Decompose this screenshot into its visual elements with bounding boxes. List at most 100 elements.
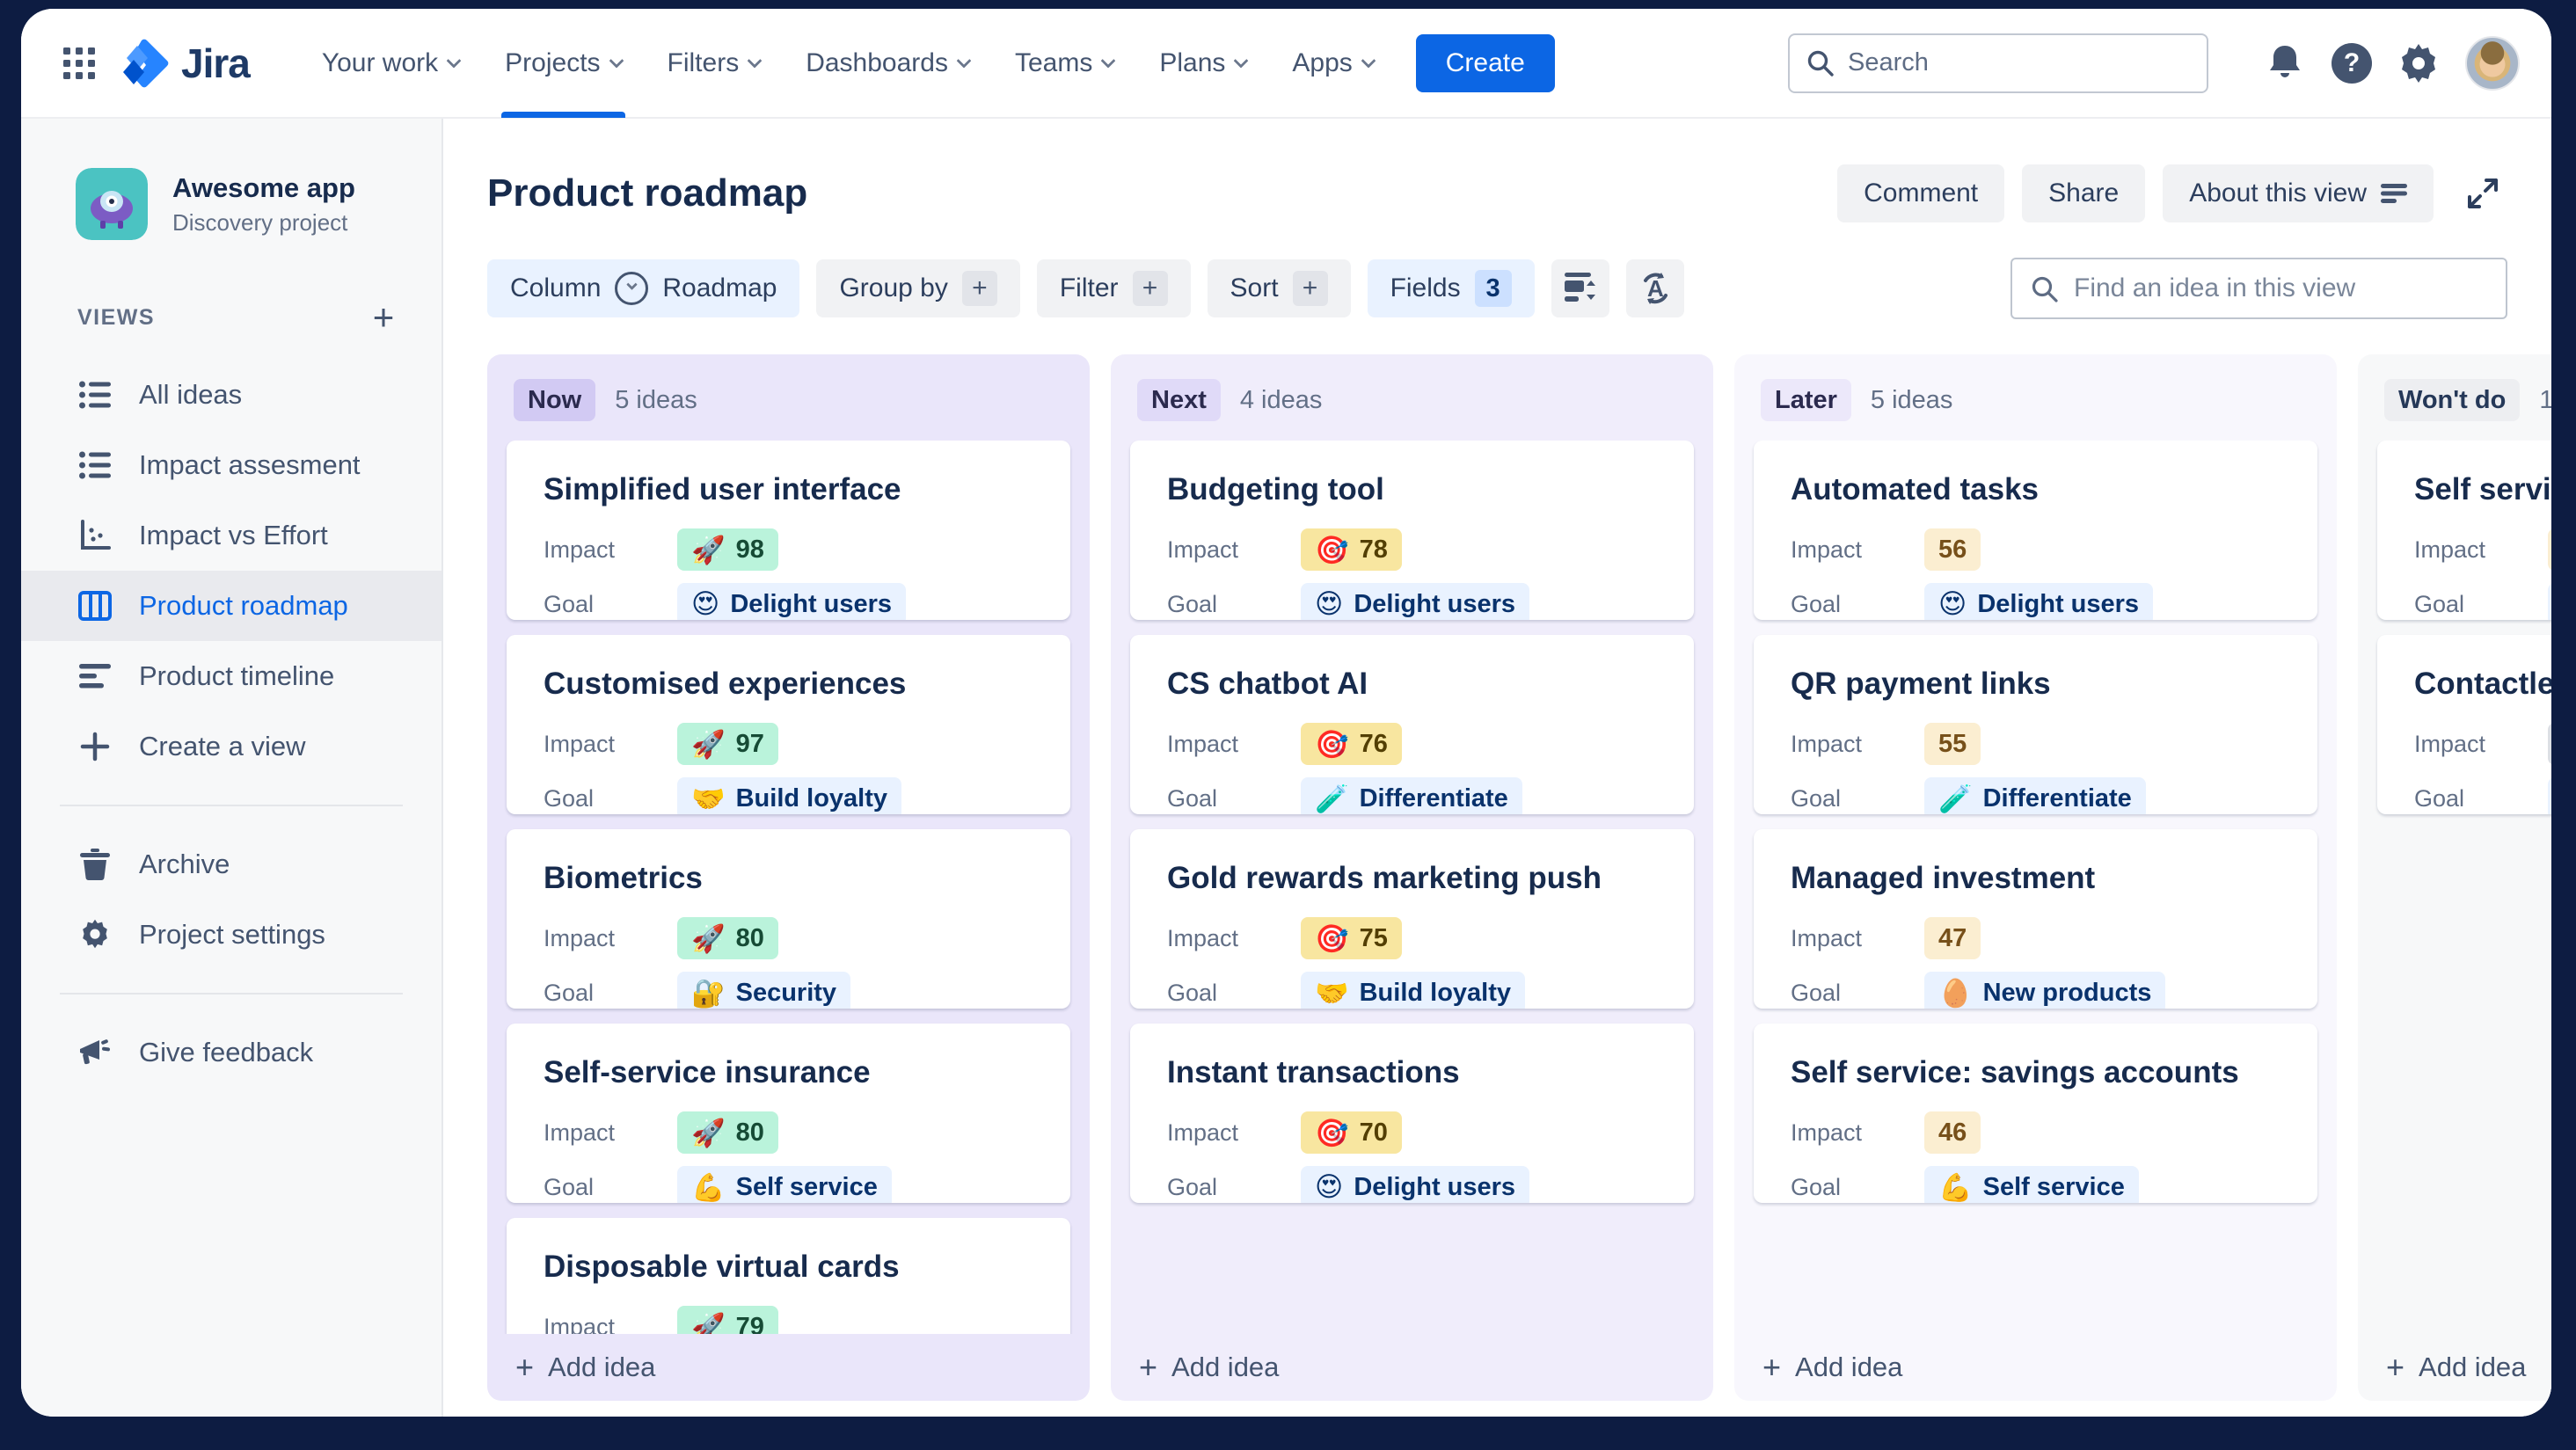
nav-dashboards[interactable]: Dashboards	[783, 9, 992, 118]
goal-badge: 🤝 Build loyalty	[677, 777, 902, 814]
create-button[interactable]: Create	[1415, 33, 1555, 92]
goal-badge: 😍 Delight users	[1924, 583, 2154, 620]
goal-badge: 🧪 Differentiate	[1924, 777, 2146, 814]
idea-card[interactable]: Self service: savings accounts Impact 46…	[1754, 1024, 2317, 1203]
nav-your-work[interactable]: Your work	[299, 9, 482, 118]
direct-hit-emoji: 🎯	[1315, 922, 1349, 955]
column-count: 5 ideas	[1870, 385, 1953, 414]
rocket-emoji: 🚀	[691, 1117, 726, 1149]
idea-card[interactable]: Self-service insurance Impact 🚀 80 Goal 💪…	[507, 1024, 1070, 1203]
sort-alphabetical-button[interactable]: A	[1625, 259, 1684, 317]
idea-card[interactable]: Gold rewards marketing push Impact 🎯 75 G…	[1130, 829, 1694, 1009]
idea-card[interactable]: Self service: Impact 36 Goal 🧪	[2377, 441, 2551, 620]
idea-card[interactable]: Biometrics Impact 🚀 80 Goal 🔐 Security	[507, 829, 1070, 1009]
expand-fullscreen-icon[interactable]	[2458, 169, 2507, 218]
nav-apps[interactable]: Apps	[1269, 9, 1396, 118]
views-section-label: VIEWS	[77, 304, 156, 330]
impact-badge: 🎯 75	[1301, 917, 1402, 959]
heart-eyes-emoji: 😍	[1938, 588, 1967, 620]
goal-badge: 💪 Self service	[677, 1166, 892, 1203]
test-tube-emoji: 🧪	[1315, 783, 1349, 815]
add-idea-button[interactable]: + Add idea	[2386, 1349, 2527, 1385]
app-switcher-icon[interactable]	[60, 44, 99, 83]
jira-logo[interactable]: Jira	[123, 39, 251, 88]
add-view-icon[interactable]: +	[372, 296, 395, 338]
global-search	[1788, 33, 2208, 93]
fields-button[interactable]: Fields 3	[1367, 259, 1535, 317]
idea-card[interactable]: CS chatbot AI Impact 🎯 76 Goal 🧪 Different…	[1130, 635, 1694, 814]
share-button[interactable]: Share	[2022, 164, 2146, 222]
idea-card[interactable]: Instant transactions Impact 🎯 70 Goal 😍 De…	[1130, 1024, 1694, 1203]
column-status-badge: Later	[1761, 379, 1851, 421]
goal-badge: 😍 Delight users	[1301, 1166, 1530, 1203]
filter-button[interactable]: Filter +	[1036, 259, 1191, 317]
find-idea-search	[2010, 258, 2507, 319]
divider	[60, 805, 403, 806]
test-tube-emoji: 🧪	[1938, 783, 1973, 815]
idea-card[interactable]: Customised experiences Impact 🚀 97 Goal 🤝…	[507, 635, 1070, 814]
notifications-bell-icon[interactable]	[2259, 38, 2310, 89]
nav-filters[interactable]: Filters	[645, 9, 784, 118]
goal-badge: 🏎️	[2548, 777, 2551, 814]
project-header[interactable]: Awesome app Discovery project	[21, 168, 441, 240]
roadmap-board: Now 5 ideas Simplified user interface Im…	[487, 354, 2551, 1417]
column-status-badge: Now	[514, 379, 596, 421]
sidebar-item-product-timeline[interactable]: Product timeline	[21, 641, 441, 711]
goal-badge: 😍 Delight users	[1301, 583, 1530, 620]
global-search-input[interactable]	[1788, 33, 2208, 93]
sidebar-item-product-roadmap[interactable]: Product roadmap	[21, 571, 441, 641]
user-avatar[interactable]	[2465, 35, 2520, 91]
plus-icon: +	[515, 1349, 535, 1385]
project-avatar	[76, 168, 148, 240]
view-toolbar: Column Roadmap Group by + Filter + Sort …	[487, 258, 2507, 319]
list-icon	[77, 448, 113, 483]
top-navigation: Jira Your work Projects Filters Dashboar…	[21, 9, 2551, 119]
sort-button[interactable]: Sort +	[1207, 259, 1351, 317]
nav-plans[interactable]: Plans	[1136, 9, 1269, 118]
sidebar-item-project-settings[interactable]: Project settings	[21, 900, 441, 970]
group-by-button[interactable]: Group by +	[816, 259, 1020, 317]
idea-card[interactable]: QR payment links Impact 55 Goal 🧪 Differe…	[1754, 635, 2317, 814]
about-this-view-button[interactable]: About this view	[2163, 164, 2434, 222]
card-density-button[interactable]	[1551, 259, 1609, 317]
sidebar-item-give-feedback[interactable]: Give feedback	[21, 1017, 441, 1088]
find-idea-input[interactable]	[2010, 258, 2507, 319]
add-idea-button[interactable]: + Add idea	[515, 1349, 656, 1385]
idea-card[interactable]: Managed investment Impact 47 Goal 🥚 New p…	[1754, 829, 2317, 1009]
help-icon[interactable]: ?	[2326, 38, 2377, 89]
plus-icon	[77, 729, 113, 764]
impact-badge: 30	[2548, 723, 2551, 765]
impact-badge: 47	[1924, 917, 1981, 959]
settings-gear-icon[interactable]	[2393, 38, 2444, 89]
plus-icon: +	[1139, 1349, 1158, 1385]
sidebar-item-create-view[interactable]: Create a view	[21, 711, 441, 782]
idea-card[interactable]: Disposable virtual cards Impact 🚀 79	[507, 1218, 1070, 1334]
plus-icon: +	[961, 271, 997, 306]
board-column-later: Later 5 ideas Automated tasks Impact 56 …	[1734, 354, 2337, 1401]
scatter-chart-icon	[77, 518, 113, 553]
sidebar-item-impact-vs-effort[interactable]: Impact vs Effort	[21, 500, 441, 571]
sidebar-item-archive[interactable]: Archive	[21, 829, 441, 900]
idea-card[interactable]: Simplified user interface Impact 🚀 98 Goa…	[507, 441, 1070, 620]
comment-button[interactable]: Comment	[1837, 164, 2005, 222]
direct-hit-emoji: 🎯	[1315, 1117, 1349, 1149]
idea-card[interactable]: Automated tasks Impact 56 Goal 😍 Delight …	[1754, 441, 2317, 620]
idea-card[interactable]: Budgeting tool Impact 🎯 78 Goal 😍 Delight …	[1130, 441, 1694, 620]
nav-teams[interactable]: Teams	[992, 9, 1136, 118]
nav-projects[interactable]: Projects	[482, 9, 644, 118]
goal-badge: 🧪 Differentiate	[1301, 777, 1522, 814]
svg-text:A: A	[1647, 275, 1664, 302]
add-idea-button[interactable]: + Add idea	[1762, 1349, 1903, 1385]
sidebar-item-impact-assesment[interactable]: Impact assesment	[21, 430, 441, 500]
chevron-down-icon	[446, 53, 462, 69]
impact-badge: 🚀 80	[677, 917, 778, 959]
sidebar-item-all-ideas[interactable]: All ideas	[21, 360, 441, 430]
heart-eyes-emoji: 😍	[1315, 588, 1344, 620]
column-selector-button[interactable]: Column Roadmap	[487, 259, 800, 317]
idea-card[interactable]: Contactless Impact 30 Goal 🏎️	[2377, 635, 2551, 814]
egg-emoji: 🥚	[1938, 977, 1973, 1009]
add-idea-button[interactable]: + Add idea	[1139, 1349, 1280, 1385]
handshake-emoji: 🤝	[1315, 977, 1349, 1009]
divider	[60, 993, 403, 995]
goal-badge: 💪 Self service	[1924, 1166, 2139, 1203]
